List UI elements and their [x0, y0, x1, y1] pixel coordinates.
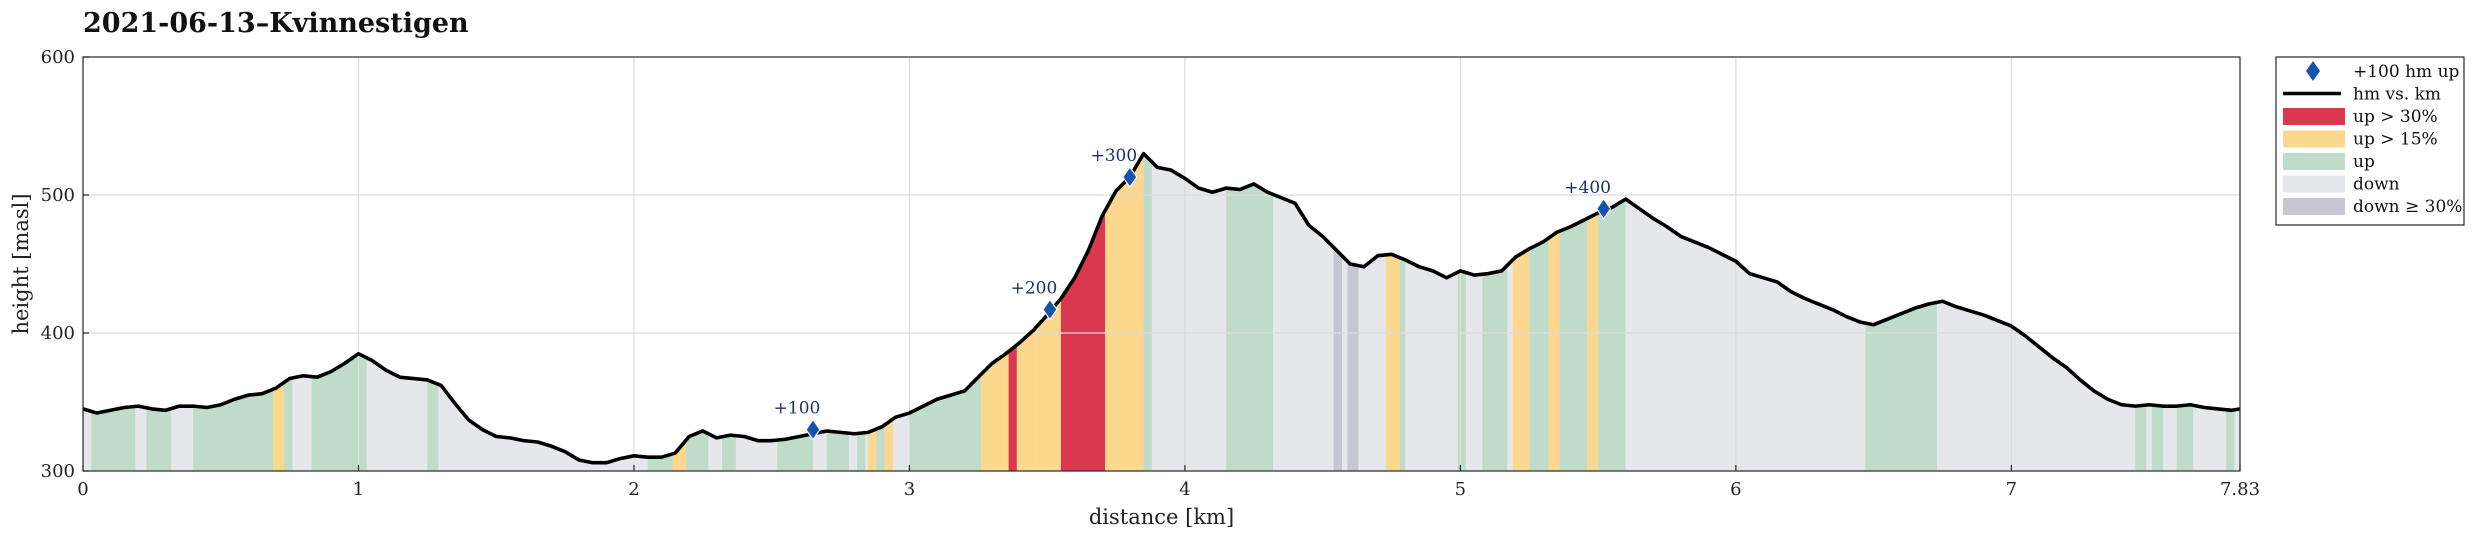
hm-marker-diamond — [805, 418, 821, 441]
segment-up15-14 — [868, 429, 877, 471]
segment-up-41 — [2176, 404, 2194, 471]
segment-up-5 — [311, 353, 367, 471]
profile-line-group — [82, 151, 2241, 465]
segment-up15-16 — [884, 419, 893, 471]
x-axis-label: distance [km] — [1089, 505, 1234, 529]
legend-label: down ≥ 30% — [2353, 197, 2462, 217]
segment-up-13 — [857, 432, 866, 471]
profile-line — [82, 151, 2241, 465]
legend-swatch-up15 — [2283, 130, 2345, 148]
segment-up-33 — [1529, 238, 1549, 471]
y-tick-label: 400 — [41, 323, 75, 344]
legend-label: up — [2353, 152, 2375, 172]
x-tick-label: 0 — [77, 479, 88, 500]
slope-segments — [83, 153, 2240, 471]
y-tick-label: 600 — [41, 47, 75, 68]
legend-swatch-up — [2283, 153, 2345, 170]
legend-swatch-down — [2283, 175, 2345, 193]
segment-up15-8 — [672, 439, 687, 471]
segment-up-6 — [427, 379, 439, 471]
legend-label: hm vs. km — [2353, 85, 2441, 105]
segment-up15-21 — [1036, 298, 1061, 471]
segment-up-0 — [91, 406, 136, 471]
segment-up-11 — [777, 433, 814, 471]
y-tick-label: 300 — [41, 461, 75, 482]
segment-up15-36 — [1587, 212, 1599, 471]
segment-up-25 — [1226, 183, 1274, 471]
segment-up-42 — [2226, 409, 2235, 471]
hm-marker-label: +300 — [1090, 146, 1137, 166]
x-tick-label: 4 — [1179, 479, 1190, 500]
x-tick-label: 1 — [353, 479, 364, 500]
legend-swatch-up30 — [2283, 108, 2345, 125]
segment-up-37 — [1598, 199, 1626, 471]
segment-up-38 — [1865, 302, 1937, 471]
legend-label: down — [2353, 175, 2400, 195]
y-tick-label: 500 — [41, 185, 75, 206]
segment-up-17 — [909, 374, 982, 471]
segment-up-30 — [1457, 270, 1466, 471]
x-tick-label: 3 — [904, 479, 915, 500]
segment-up-4 — [284, 377, 293, 471]
segment-up30-19 — [1008, 344, 1017, 471]
x-tick-label: 5 — [1455, 479, 1466, 500]
legend-marker-swatch — [2306, 61, 2320, 81]
hm-markers: +100 +200 +300 +400 — [774, 146, 1612, 441]
profile-area-down — [83, 153, 2240, 471]
segment-up-9 — [686, 430, 709, 471]
segment-up15-28 — [1386, 254, 1400, 471]
chart-title: 2021-06-13–Kvinnestigen — [83, 8, 469, 39]
segment-up15-3 — [273, 382, 285, 471]
legend-label: up > 15% — [2353, 130, 2438, 150]
hm-marker-label: +100 — [774, 399, 821, 419]
x-tick-label: 2 — [628, 479, 639, 500]
segment-up-2 — [193, 389, 274, 471]
legend-label: up > 30% — [2353, 107, 2438, 127]
segment-up30-22 — [1060, 210, 1106, 471]
segment-down30-27 — [1347, 261, 1359, 471]
segment-up-39 — [2135, 405, 2147, 471]
segment-up-1 — [146, 407, 172, 471]
legend-swatch-down30 — [2283, 198, 2345, 215]
x-tick-label: 7.83 — [2220, 479, 2260, 500]
segment-down30-26 — [1333, 247, 1342, 471]
segment-up-10 — [722, 435, 736, 471]
y-axis-label: height [masl] — [9, 193, 33, 334]
hm-marker-diamond — [1122, 166, 1138, 189]
hm-marker-diamond — [1595, 197, 1612, 220]
grid-lines — [83, 57, 2240, 471]
segment-up-40 — [2151, 405, 2163, 471]
x-tick-label: 6 — [1730, 479, 1741, 500]
segment-up15-32 — [1512, 248, 1530, 471]
hm-marker-diamond — [1042, 298, 1058, 321]
segment-up-15 — [876, 424, 885, 471]
segment-up-24 — [1143, 153, 1152, 471]
segment-up-31 — [1482, 265, 1508, 471]
segment-up15-20 — [1016, 327, 1037, 471]
segment-up-35 — [1559, 218, 1588, 471]
segment-up15-18 — [981, 351, 1009, 471]
segment-up15-34 — [1548, 231, 1560, 471]
hm-marker-label: +400 — [1564, 178, 1611, 198]
hm-marker-label: +200 — [1011, 279, 1058, 299]
axis-ticks: 0 1 2 3 4 5 6 7 7.83 300 400 500 600 — [41, 47, 2260, 500]
segment-up-29 — [1399, 257, 1406, 471]
plot-frame — [82, 56, 2241, 472]
segment-up-12 — [826, 430, 849, 471]
x-tick-label: 7 — [2006, 479, 2017, 500]
segment-up15-23 — [1105, 153, 1144, 471]
legend-label: +100 hm up — [2353, 62, 2460, 82]
